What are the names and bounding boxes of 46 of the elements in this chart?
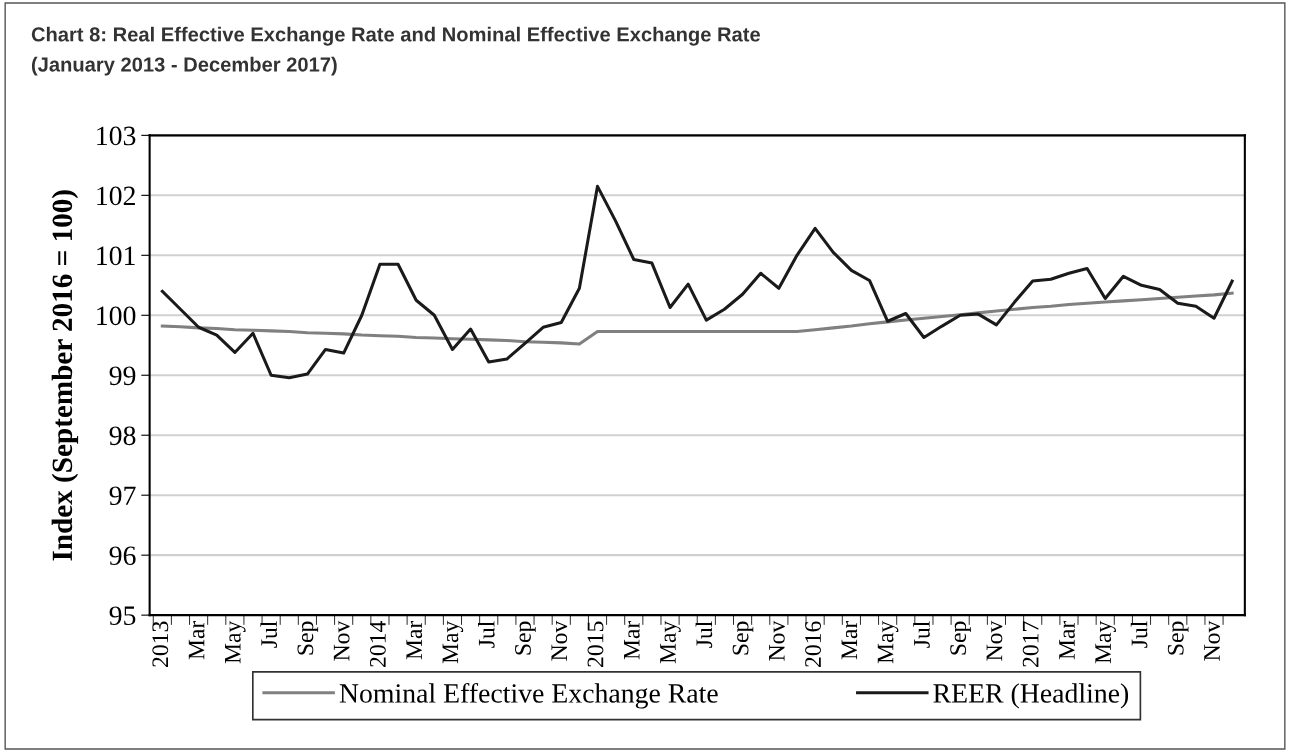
- x-tick-label: Sep: [515, 621, 536, 655]
- line-series: [160, 291, 1234, 346]
- x-tick-label: Sep: [732, 621, 754, 655]
- chart-title: Chart 8: Real Effective Exchange Rate and Nominal Effective Exchange Rate: [31, 26, 760, 46]
- x-tick-label: Nov: [1204, 620, 1220, 661]
- legend-label: REER (Headline): [933, 683, 1129, 709]
- y-tick-label: 102: [97, 186, 135, 206]
- x-tick-label: Mar: [188, 620, 205, 660]
- x-tick-label: Nov: [333, 620, 350, 661]
- line-series: [160, 184, 1234, 380]
- x-tick-label: 2017: [1022, 621, 1039, 667]
- x-tick-label: May: [1095, 620, 1116, 664]
- x-tick-label: Sep: [1167, 621, 1189, 655]
- x-tick-label: May: [442, 620, 464, 664]
- x-tick-label: 2013: [152, 621, 169, 667]
- y-tick-label: 103: [97, 126, 136, 146]
- y-axis-title: Index (September 2016 = 100): [51, 190, 79, 561]
- y-tick-label: 95: [109, 606, 136, 626]
- y-tick-label: 96: [109, 546, 136, 566]
- y-tick-label: 98: [109, 426, 136, 446]
- x-tick-label: Nov: [769, 620, 785, 661]
- x-tick-label: Nov: [986, 620, 1003, 661]
- legend-label: Nominal Effective Exchange Rate: [339, 683, 718, 709]
- x-tick-label: Jul: [913, 621, 930, 648]
- x-tick-label: 2016: [805, 621, 822, 667]
- x-tick-label: Jul: [695, 621, 713, 648]
- x-tick-label: 2015: [587, 621, 604, 667]
- x-tick-label: Mar: [1059, 620, 1075, 660]
- y-tick-label: 101: [97, 246, 135, 266]
- x-tick-label: Jul: [478, 621, 495, 648]
- x-tick-label: 2014: [369, 621, 386, 667]
- x-tick-label: Jul: [1130, 621, 1148, 648]
- chart-subtitle: (January 2013 - December 2017): [31, 56, 337, 76]
- y-tick-label: 99: [109, 366, 136, 386]
- x-tick-label: May: [660, 620, 681, 664]
- x-tick-label: Jul: [260, 621, 278, 648]
- y-tick-label: 100: [97, 306, 136, 326]
- y-tick-label: 97: [109, 486, 136, 506]
- x-tick-label: Mar: [841, 620, 858, 660]
- x-tick-label: Nov: [551, 620, 568, 661]
- x-tick-label: Mar: [406, 620, 423, 660]
- x-tick-label: Mar: [624, 620, 640, 660]
- x-tick-label: May: [877, 620, 899, 664]
- x-tick-label: May: [225, 620, 246, 664]
- x-tick-label: Sep: [950, 621, 971, 655]
- x-tick-label: Sep: [297, 621, 319, 655]
